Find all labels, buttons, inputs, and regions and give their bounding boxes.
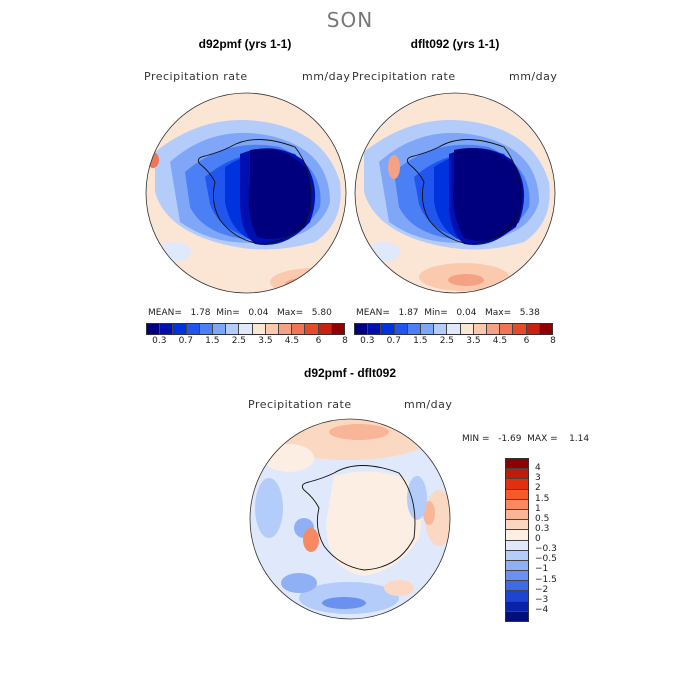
- panel-1-variable: Precipitation rate: [144, 70, 248, 83]
- colorbar-tick-label: 1.5: [413, 336, 428, 346]
- colorbar-swatch: [506, 591, 528, 602]
- colorbar-tick-label: 0.7: [178, 336, 193, 346]
- panel-2-map: [354, 92, 556, 294]
- colorbar-swatch: [473, 324, 488, 334]
- colorbar-swatch: [381, 324, 395, 334]
- colorbar-tick-label: 3: [535, 473, 541, 484]
- colorbar-tick-label: 0.5: [535, 513, 550, 524]
- colorbar-swatch: [506, 520, 528, 531]
- colorbar-tick-label: −0.5: [535, 554, 557, 565]
- colorbar-tick-label: 4: [535, 463, 541, 474]
- panel-1-units: mm/day: [302, 70, 351, 83]
- colorbar-swatch: [226, 324, 240, 334]
- colorbar-swatch: [506, 530, 528, 541]
- colorbar-tick-label: 6: [315, 336, 322, 346]
- panel-1-colorbar: 0.3 0.7 1.5 2.5 3.5 4.5 6 8: [146, 323, 348, 347]
- colorbar-tick-label: 3.5: [466, 336, 481, 346]
- panel-1-stats: MEAN= 1.78 Min= 0.04 Max= 5.80: [148, 308, 332, 318]
- colorbar-swatch: [355, 324, 369, 334]
- colorbar-tick-label: 0.3: [535, 523, 550, 534]
- colorbar-tick-label: −1.5: [535, 574, 557, 585]
- panel-2-title: dflt092 (yrs 1-1): [410, 37, 500, 51]
- colorbar-tick-label: 1.5: [535, 493, 550, 504]
- colorbar-swatch: [506, 611, 528, 621]
- colorbar-swatch: [160, 324, 174, 334]
- panel-2-colorbar: 0.3 0.7 1.5 2.5 3.5 4.5 6 8: [354, 323, 556, 347]
- colorbar-swatch: [506, 560, 528, 572]
- colorbar-tick-label: −1: [535, 564, 549, 575]
- colorbar-swatch: [331, 324, 345, 334]
- colorbar-swatch: [500, 324, 514, 334]
- colorbar-swatch: [506, 550, 528, 561]
- colorbar-swatch: [506, 489, 528, 500]
- colorbar-swatch: [394, 324, 408, 334]
- colorbar-tick-label: 6: [523, 336, 530, 346]
- panel-2-units: mm/day: [509, 70, 558, 83]
- colorbar-tick-label: 2: [535, 483, 541, 494]
- panel-2-stats: MEAN= 1.87 Min= 0.04 Max= 5.38: [356, 308, 540, 318]
- colorbar-tick-label: 3.5: [258, 336, 273, 346]
- diff-colorbar-ticks: 4 3 2 1.5 1 0.5 0.3 0 −0.3 −0.5 −1 −1.5 −2 −3 −4: [535, 458, 575, 620]
- colorbar-swatch: [506, 469, 528, 480]
- season-title: SON: [326, 8, 374, 32]
- colorbar-swatch: [305, 324, 319, 334]
- colorbar-swatch: [292, 324, 306, 334]
- colorbar-swatch: [447, 324, 461, 334]
- colorbar-tick-label: 8: [550, 336, 556, 346]
- diff-colorbar: [505, 458, 529, 622]
- colorbar-tick-label: 4.5: [492, 336, 508, 346]
- colorbar-swatch: [173, 324, 187, 334]
- colorbar-tick-label: −0.3: [535, 544, 557, 555]
- colorbar-tick-label: 1: [535, 503, 541, 514]
- colorbar-swatch: [368, 324, 382, 334]
- panel-1-map: [145, 92, 347, 294]
- colorbar-tick-label: −2: [535, 584, 549, 595]
- diff-title: d92pmf - dflt092: [303, 366, 396, 380]
- colorbar-tick-label: 0.3: [360, 336, 375, 346]
- colorbar-swatch: [539, 324, 553, 334]
- colorbar-tick-label: −3: [535, 594, 549, 605]
- panel-2-variable: Precipitation rate: [352, 70, 456, 83]
- colorbar-tick-label: 1.5: [205, 336, 220, 346]
- diff-map: [249, 418, 451, 620]
- colorbar-swatch: [239, 324, 253, 334]
- colorbar-tick-label: 2.5: [231, 336, 247, 346]
- colorbar-swatch: [279, 324, 293, 334]
- colorbar-tick-label: −4: [535, 604, 549, 615]
- colorbar-swatch: [506, 571, 528, 582]
- colorbar-tick-label: 0: [535, 534, 541, 544]
- colorbar-swatch: [252, 324, 266, 334]
- colorbar-swatch: [265, 324, 280, 334]
- colorbar-swatch: [506, 601, 528, 612]
- diff-minmax: MIN = -1.69 MAX = 1.14: [462, 434, 590, 444]
- colorbar-tick-label: 4.5: [284, 336, 300, 346]
- colorbar-swatch: [199, 324, 214, 334]
- colorbar-tick-label: 0.7: [386, 336, 401, 346]
- colorbar-swatch: [460, 324, 474, 334]
- colorbar-swatch: [407, 324, 422, 334]
- panel-1-title: d92pmf (yrs 1-1): [198, 37, 292, 51]
- diff-units: mm/day: [404, 398, 453, 411]
- colorbar-swatch: [186, 324, 200, 334]
- colorbar-swatch: [421, 324, 435, 334]
- colorbar-swatch: [506, 540, 528, 551]
- colorbar-swatch: [513, 324, 527, 334]
- colorbar-swatch: [506, 581, 528, 592]
- colorbar-swatch: [318, 324, 332, 334]
- colorbar-swatch: [506, 459, 528, 470]
- diff-variable: Precipitation rate: [248, 398, 352, 411]
- colorbar-swatch: [506, 509, 528, 521]
- colorbar-tick-label: 8: [342, 336, 348, 346]
- colorbar-swatch: [434, 324, 448, 334]
- colorbar-swatch: [506, 479, 528, 490]
- colorbar-swatch: [526, 324, 540, 334]
- colorbar-swatch: [147, 324, 161, 334]
- colorbar-swatch: [506, 499, 528, 510]
- colorbar-tick-label: 2.5: [439, 336, 455, 346]
- colorbar-swatch: [213, 324, 227, 334]
- colorbar-tick-label: 0.3: [152, 336, 167, 346]
- colorbar-swatch: [487, 324, 501, 334]
